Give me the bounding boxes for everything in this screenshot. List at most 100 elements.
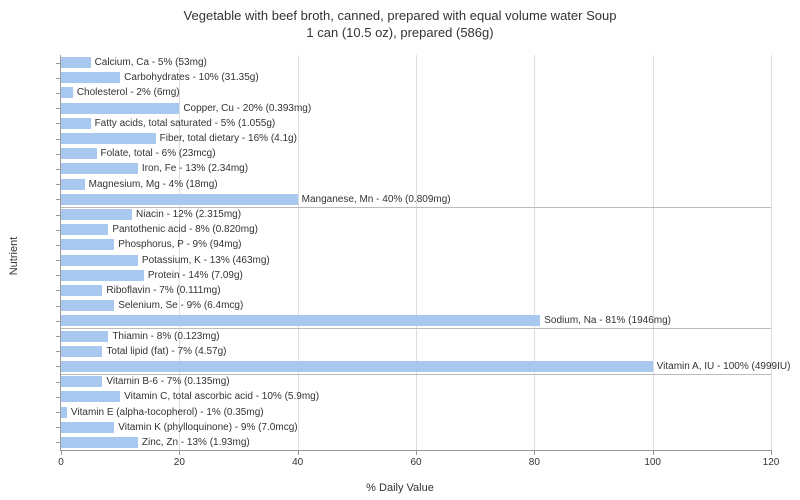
y-tick (56, 108, 61, 109)
y-tick (56, 275, 61, 276)
gridline (416, 55, 417, 450)
x-tick-label: 0 (58, 457, 64, 468)
bar (61, 315, 540, 326)
title-line2: 1 can (10.5 oz), prepared (586g) (306, 25, 493, 40)
bar-label: Cholesterol - 2% (6mg) (77, 87, 180, 98)
bar-label: Niacin - 12% (2.315mg) (136, 209, 241, 220)
bar (61, 194, 298, 205)
bar (61, 346, 102, 357)
plot-area: 020406080100120Calcium, Ca - 5% (53mg)Ca… (60, 55, 771, 451)
y-tick (56, 321, 61, 322)
bar (61, 270, 144, 281)
bar-label: Iron, Fe - 13% (2.34mg) (142, 163, 248, 174)
y-tick (56, 139, 61, 140)
x-tick (61, 450, 62, 455)
bar-label: Phosphorus, P - 9% (94mg) (118, 239, 241, 250)
y-tick (56, 427, 61, 428)
bar-label: Potassium, K - 13% (463mg) (142, 255, 270, 266)
bar (61, 361, 653, 372)
bar-label: Vitamin E (alpha-tocopherol) - 1% (0.35m… (71, 407, 264, 418)
gridline (534, 55, 535, 450)
y-tick (56, 215, 61, 216)
bar-label: Vitamin C, total ascorbic acid - 10% (5.… (124, 391, 319, 402)
y-tick (56, 78, 61, 79)
gridline (771, 55, 772, 450)
x-tick (298, 450, 299, 455)
y-tick (56, 336, 61, 337)
bar (61, 133, 156, 144)
bar-label: Calcium, Ca - 5% (53mg) (95, 57, 207, 68)
bar-label: Copper, Cu - 20% (0.393mg) (183, 103, 311, 114)
bar-label: Sodium, Na - 81% (1946mg) (544, 315, 671, 326)
bar (61, 179, 85, 190)
x-tick (179, 450, 180, 455)
y-tick (56, 93, 61, 94)
y-tick (56, 366, 61, 367)
chart-container: Vegetable with beef broth, canned, prepa… (0, 0, 800, 500)
bar (61, 376, 102, 387)
bar (61, 422, 114, 433)
y-tick (56, 245, 61, 246)
y-axis-label: Nutrient (8, 237, 20, 276)
bar-label: Vitamin K (phylloquinone) - 9% (7.0mcg) (118, 422, 297, 433)
y-tick (56, 290, 61, 291)
x-axis-label: % Daily Value (366, 482, 434, 494)
bar-label: Carbohydrates - 10% (31.35g) (124, 72, 259, 83)
y-tick (56, 412, 61, 413)
bar-label: Selenium, Se - 9% (6.4mcg) (118, 300, 243, 311)
bar-label: Vitamin A, IU - 100% (4999IU) (657, 361, 791, 372)
bar (61, 118, 91, 129)
y-tick (56, 442, 61, 443)
x-tick-label: 60 (410, 457, 421, 468)
x-tick-label: 40 (292, 457, 303, 468)
bar-label: Riboflavin - 7% (0.111mg) (106, 285, 220, 296)
title-line1: Vegetable with beef broth, canned, prepa… (184, 8, 617, 23)
y-tick (56, 306, 61, 307)
bar-label: Manganese, Mn - 40% (0.809mg) (302, 194, 451, 205)
bar (61, 163, 138, 174)
bar-label: Protein - 14% (7.09g) (148, 270, 243, 281)
bar-label: Fatty acids, total saturated - 5% (1.055… (95, 118, 276, 129)
y-tick (56, 154, 61, 155)
bar (61, 224, 108, 235)
x-tick (416, 450, 417, 455)
bar (61, 239, 114, 250)
section-line (61, 328, 771, 329)
x-tick-label: 100 (644, 457, 661, 468)
bar-label: Folate, total - 6% (23mcg) (101, 148, 216, 159)
x-tick (771, 450, 772, 455)
section-line (61, 207, 771, 208)
bar (61, 103, 179, 114)
bar (61, 300, 114, 311)
bar-label: Zinc, Zn - 13% (1.93mg) (142, 437, 250, 448)
y-tick (56, 123, 61, 124)
y-tick (56, 230, 61, 231)
bar (61, 391, 120, 402)
x-tick-label: 80 (529, 457, 540, 468)
bar-label: Magnesium, Mg - 4% (18mg) (89, 179, 218, 190)
x-tick (534, 450, 535, 455)
y-tick (56, 63, 61, 64)
bar-label: Total lipid (fat) - 7% (4.57g) (106, 346, 226, 357)
bar (61, 331, 108, 342)
bar-label: Vitamin B-6 - 7% (0.135mg) (106, 376, 229, 387)
bar (61, 407, 67, 418)
bar-label: Fiber, total dietary - 16% (4.1g) (160, 133, 297, 144)
y-tick (56, 260, 61, 261)
y-tick (56, 199, 61, 200)
y-tick (56, 382, 61, 383)
y-tick (56, 351, 61, 352)
chart-title: Vegetable with beef broth, canned, prepa… (0, 0, 800, 42)
x-tick-label: 20 (174, 457, 185, 468)
section-line (61, 374, 771, 375)
x-tick-label: 120 (763, 457, 780, 468)
y-tick (56, 169, 61, 170)
bar (61, 148, 97, 159)
bar (61, 87, 73, 98)
bar (61, 209, 132, 220)
bar (61, 285, 102, 296)
y-tick (56, 397, 61, 398)
x-tick (653, 450, 654, 455)
bar-label: Pantothenic acid - 8% (0.820mg) (112, 224, 258, 235)
y-tick (56, 184, 61, 185)
